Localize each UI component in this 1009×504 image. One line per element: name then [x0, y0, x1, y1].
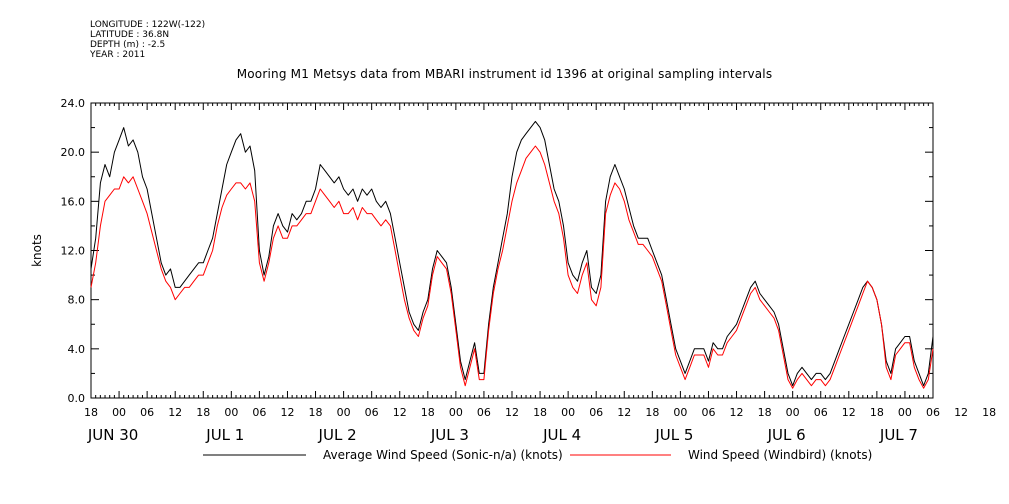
- x-tick-label: 00: [449, 406, 463, 419]
- x-tick-label: 06: [140, 406, 154, 419]
- legend-label: Wind Speed (Windbird) (knots): [688, 448, 872, 462]
- x-tick-label: 18: [870, 406, 884, 419]
- x-tick-label: 18: [982, 406, 996, 419]
- x-tick-label: 12: [617, 406, 631, 419]
- y-tick-label: 0.0: [68, 392, 86, 405]
- x-tick-label: 00: [561, 406, 575, 419]
- x-tick-label: 12: [842, 406, 856, 419]
- y-tick-label: 12.0: [61, 245, 86, 258]
- y-tick-label: 8.0: [68, 294, 86, 307]
- x-tick-label: 06: [365, 406, 379, 419]
- x-tick-label: 06: [926, 406, 940, 419]
- x-tick-label: 06: [252, 406, 266, 419]
- x-tick-label: 12: [280, 406, 294, 419]
- legend-label: Average Wind Speed (Sonic-n/a) (knots): [323, 448, 563, 462]
- x-tick-label: 18: [309, 406, 323, 419]
- chart-title: Mooring M1 Metsys data from MBARI instru…: [236, 67, 773, 81]
- day-label: JUL 7: [879, 426, 918, 444]
- day-label: JUL 4: [542, 426, 581, 444]
- x-tick-label: 00: [786, 406, 800, 419]
- year-text: YEAR : 2011: [90, 50, 146, 60]
- x-tick-label: 18: [758, 406, 772, 419]
- x-tick-label: 12: [393, 406, 407, 419]
- y-tick-label: 24.0: [61, 97, 86, 110]
- day-label: JUL 5: [654, 426, 693, 444]
- x-tick-label: 12: [730, 406, 744, 419]
- x-tick-label: 00: [224, 406, 238, 419]
- series-line-windbird: [90, 145, 934, 389]
- y-axis-label: knots: [30, 234, 44, 267]
- x-tick-label: 00: [898, 406, 912, 419]
- depth-text: DEPTH (m) : -2.5: [90, 40, 166, 50]
- day-label: JUL 3: [430, 426, 469, 444]
- series-line-average-wind-speed: [90, 120, 934, 387]
- x-tick-label: 18: [421, 406, 435, 419]
- y-tick-label: 20.0: [61, 146, 86, 159]
- day-label: JUL 2: [318, 426, 357, 444]
- y-tick-label: 4.0: [68, 343, 86, 356]
- x-tick-label: 00: [337, 406, 351, 419]
- x-tick-label: 12: [505, 406, 519, 419]
- x-tick-label: 06: [477, 406, 491, 419]
- x-tick-label: 06: [589, 406, 603, 419]
- x-tick-label: 06: [814, 406, 828, 419]
- latitude-text: LATITUDE : 36.8N: [90, 30, 170, 40]
- axes: 0.0 4.0 8.0 12.0 16.0 20.0 24.0 knots 18 00 06 12 18…: [30, 97, 996, 444]
- metadata-block: LONGITUDE : 122W(-122) LATITUDE : 36.8N …: [90, 20, 205, 60]
- x-tick-label: 18: [196, 406, 210, 419]
- day-label: JUN 30: [87, 426, 138, 444]
- x-tick-label: 18: [645, 406, 659, 419]
- x-tick-label: 06: [701, 406, 715, 419]
- x-tick-label: 00: [673, 406, 687, 419]
- y-tick-label: 16.0: [61, 195, 86, 208]
- x-tick-label: 00: [112, 406, 126, 419]
- x-tick-label: 18: [84, 406, 98, 419]
- plot-frame: [90, 102, 934, 399]
- series-lines: [90, 120, 934, 389]
- longitude-text: LONGITUDE : 122W(-122): [90, 20, 206, 30]
- day-label: JUL 1: [205, 426, 244, 444]
- x-tick-label: 18: [533, 406, 547, 419]
- legend: Average Wind Speed (Sonic-n/a) (knots) Wi…: [203, 448, 872, 462]
- day-label: JUL 6: [767, 426, 806, 444]
- x-tick-label: 12: [168, 406, 182, 419]
- x-tick-label: 12: [954, 406, 968, 419]
